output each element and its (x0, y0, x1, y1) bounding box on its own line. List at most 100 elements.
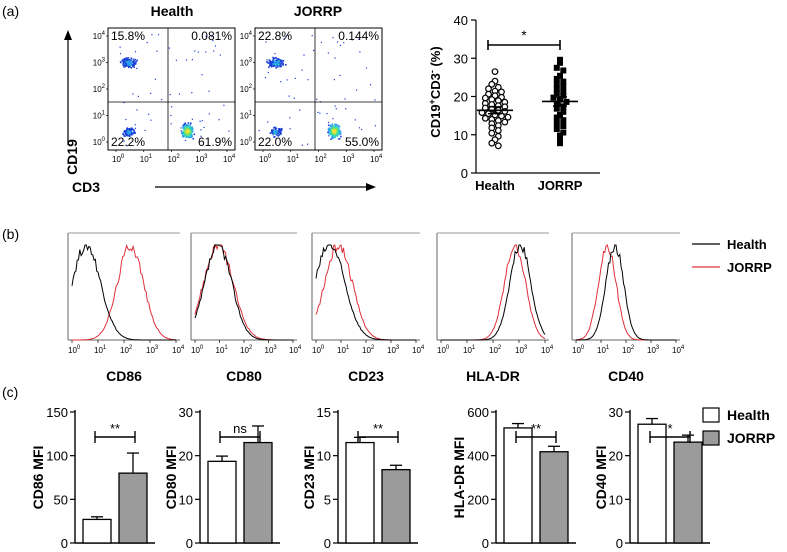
bar-ylabel: CD23 MFI (301, 446, 317, 510)
flow-xtick-label: 100 (259, 154, 272, 164)
event-dot (130, 57, 133, 59)
hist-curve-jorrp (72, 244, 177, 341)
tick-base: 10 (120, 346, 129, 355)
event-dot (191, 128, 194, 131)
event-dot (186, 135, 188, 138)
event-dot (338, 138, 341, 140)
event-dot (126, 131, 129, 133)
quadrant-ur-health: 0.081% (191, 29, 232, 43)
bar-jorrp (673, 441, 703, 544)
event-dot (279, 65, 281, 68)
tick-exp: 2 (249, 84, 253, 90)
event-dot (185, 132, 187, 134)
event-dot (134, 51, 137, 53)
event-dot (127, 63, 129, 66)
event-dot (126, 145, 128, 147)
hist-xtick-label: 104 (172, 345, 185, 355)
event-dot (361, 128, 363, 131)
event-dot (126, 128, 128, 130)
tick-exp: 4 (421, 345, 425, 351)
event-dot (126, 59, 129, 61)
dotplot-ylabel-mid: CD3 (428, 73, 443, 99)
event-dot (182, 126, 185, 129)
event-dot (307, 143, 309, 145)
event-dot (339, 74, 341, 76)
event-dot (275, 132, 277, 135)
bar-jorrp (381, 468, 411, 544)
event-dot (125, 131, 127, 134)
event-dot (122, 60, 125, 63)
event-dot (277, 58, 280, 60)
data-point-health (498, 88, 505, 96)
bar-ytick-label: 10 (179, 492, 193, 507)
event-dot (156, 50, 158, 52)
event-dot (168, 47, 170, 49)
data-point-health (501, 118, 509, 126)
event-dot (190, 134, 193, 137)
tick-base: 10 (93, 138, 102, 147)
event-dot (282, 62, 284, 65)
event-dot (275, 57, 278, 59)
event-dot (334, 124, 337, 127)
tick-base: 10 (362, 346, 371, 355)
data-point-health (488, 80, 496, 88)
tick-exp: 4 (298, 345, 302, 351)
event-dot (183, 132, 186, 134)
event-dot (170, 123, 172, 125)
sig-label: ** (531, 421, 541, 436)
tick-base: 10 (337, 346, 346, 355)
hist-xtick-label: 103 (387, 345, 400, 355)
tick-exp: 0 (268, 154, 272, 160)
event-dot (127, 57, 130, 59)
event-dot (271, 61, 273, 63)
event-dot (123, 140, 125, 142)
tick-base: 10 (140, 155, 149, 164)
event-dot (274, 60, 277, 63)
bar-ytick-label: 5 (324, 492, 331, 507)
event-dot (129, 133, 131, 136)
quadrant-lr-jorrp: 55.0% (345, 135, 379, 149)
event-dot (317, 111, 319, 113)
data-point-jorrp (560, 83, 567, 90)
tick-base: 10 (240, 85, 249, 94)
hist-xtick-label: 102 (240, 345, 253, 355)
event-dot (359, 51, 361, 53)
tick-exp: 2 (371, 345, 375, 351)
tick-base: 10 (289, 346, 298, 355)
event-dot (270, 64, 272, 66)
event-dot (191, 92, 193, 94)
event-dot (374, 125, 376, 127)
tick-base: 10 (240, 59, 249, 68)
flow-xtick-label: 103 (342, 154, 355, 164)
event-dot (185, 131, 188, 133)
event-dot (125, 134, 128, 137)
event-dot (335, 127, 337, 129)
event-dot (331, 136, 334, 138)
flow-ytick-label: 102 (93, 84, 106, 94)
event-dot (332, 134, 334, 137)
event-dot (338, 131, 341, 134)
tick-exp: 2 (176, 154, 180, 160)
data-point-jorrp (560, 117, 567, 124)
event-dot (125, 62, 127, 64)
event-dot (334, 132, 336, 134)
bar-ylabel: CD80 MFI (163, 446, 179, 510)
event-dot (132, 128, 134, 131)
event-dot (128, 62, 131, 64)
panel-c-label: (c) (2, 384, 18, 400)
event-dot (374, 99, 376, 101)
event-dot (208, 113, 210, 115)
event-dot (279, 131, 281, 133)
tick-exp: 1 (249, 111, 253, 117)
event-dot (191, 130, 194, 133)
event-dot (331, 125, 333, 127)
data-point-health (488, 139, 496, 147)
event-dot (200, 135, 202, 137)
event-dot (189, 124, 191, 126)
event-dot (133, 64, 135, 66)
event-dot (194, 50, 196, 52)
event-dot (128, 63, 131, 66)
flow-dots-jorrp (258, 34, 376, 146)
